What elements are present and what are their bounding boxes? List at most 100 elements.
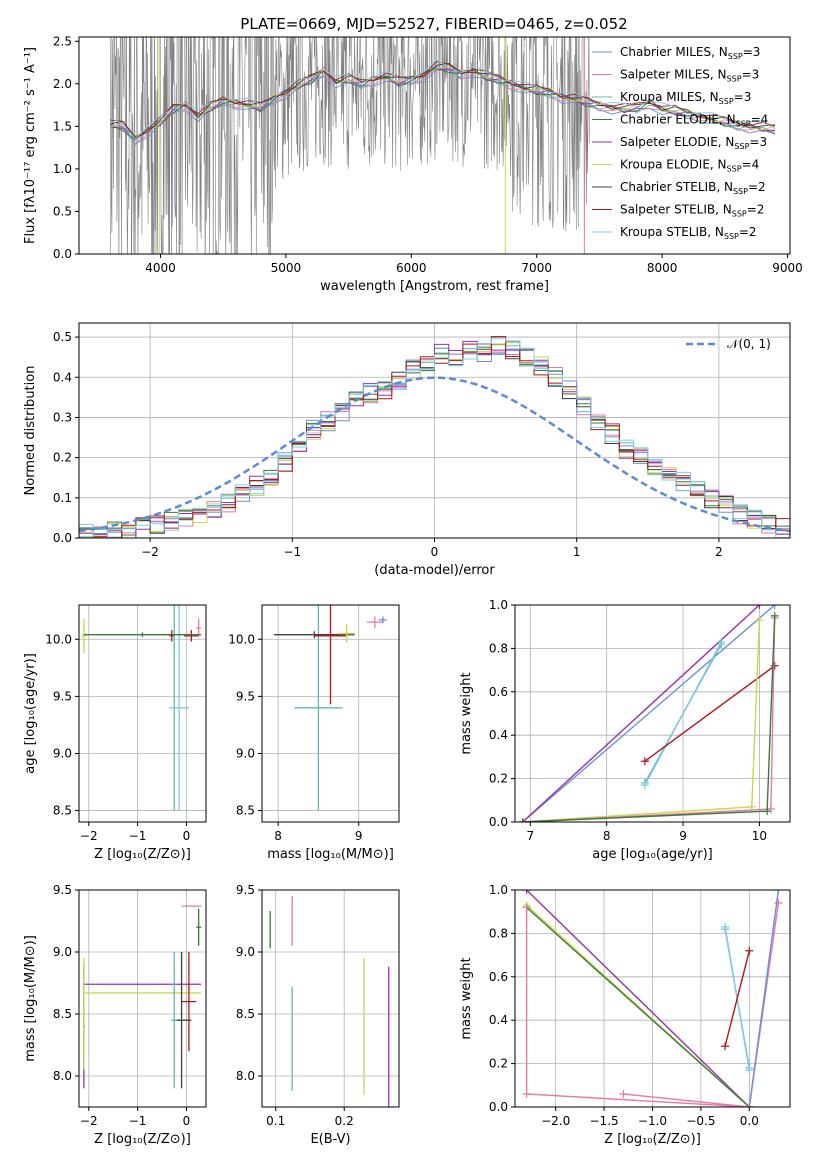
y-tick-label: 9.0 — [236, 746, 255, 760]
y-tick-label: 0.0 — [489, 815, 508, 829]
weight-marker — [770, 605, 779, 609]
y-tick-label: 8.0 — [236, 1069, 255, 1083]
x-tick-label: 1 — [573, 545, 581, 559]
y-tick-label: 0.6 — [489, 970, 508, 984]
plot-area — [274, 605, 387, 811]
y-tick-label: 9.5 — [53, 689, 72, 703]
x-tick-label: 9000 — [772, 261, 803, 275]
weight-marker — [522, 890, 531, 894]
legend-entry: Kroupa ELODIE, NSSP=4 — [620, 158, 759, 174]
x-tick-label: −1 — [129, 829, 147, 843]
y-tick-label: 1.0 — [53, 162, 72, 176]
x-tick-label: 8 — [603, 829, 611, 843]
hist-series-4 — [79, 340, 790, 538]
x-tick-label: −2 — [141, 545, 159, 559]
x-tick-label: 8 — [274, 829, 282, 843]
legend-entry: Chabrier STELIB, NSSP=2 — [620, 180, 766, 196]
y-tick-label: 0.4 — [53, 370, 72, 384]
x-tick-label: 8000 — [647, 261, 678, 275]
weight-line — [724, 950, 750, 1047]
x-tick-label: −1.5 — [590, 1114, 619, 1128]
x-tick-label: −2 — [80, 1114, 98, 1128]
x-tick-label: −1 — [129, 1114, 147, 1128]
y-tick-label: 0.5 — [53, 330, 72, 344]
axes-frame — [514, 604, 791, 823]
y-tick-label: 0.1 — [53, 491, 72, 505]
y-tick-label: 0.2 — [489, 1057, 508, 1071]
x-tick-label: 2 — [715, 545, 723, 559]
y-axis-label: Flux [fλ10⁻¹⁷ erg cm⁻² s⁻¹ A⁻¹] — [23, 47, 38, 244]
panel-mass-vs-EBV: 0.1 0.2 8.0 8.5 9.0 9.5 E(B-V) — [236, 883, 400, 1147]
weight-line — [525, 902, 780, 1107]
x-axis-label: wavelength [Angstrom, rest frame] — [320, 279, 549, 294]
weight-marker — [770, 611, 779, 620]
panel-weight-vs-Z: −2.0 −1.5 −1.0 −0.5 0.0 0.0 0.2 0.4 0.6 0.8 1.0 Z [… — [459, 883, 791, 1147]
y-tick-label: 8.0 — [53, 1069, 72, 1083]
axes-frame — [78, 604, 207, 823]
y-tick-label: 8.5 — [236, 1007, 255, 1021]
plot-area — [518, 605, 779, 822]
gaussian-curve — [79, 376, 790, 533]
x-tick-label: 9 — [679, 829, 687, 843]
legend-entry: Chabrier ELODIE, NSSP=4 — [620, 113, 768, 129]
axes-frame — [261, 604, 400, 823]
y-tick-label: 9.5 — [53, 883, 72, 897]
legend-entry: Salpeter MILES, NSSP=3 — [620, 68, 759, 84]
plot-area — [522, 890, 783, 1107]
x-axis-label: (data-model)/error — [374, 563, 495, 578]
legend-entry: 𝒩(0, 1) — [727, 337, 771, 351]
weight-marker — [717, 637, 726, 646]
y-axis-label: mass weight — [459, 672, 474, 754]
weight-line — [748, 890, 780, 1107]
axes-frame — [78, 36, 791, 255]
y-tick-label: 0.4 — [489, 728, 508, 742]
y-tick-label: 0.6 — [489, 685, 508, 699]
x-tick-label: 4000 — [145, 261, 176, 275]
plot-area — [110, 37, 776, 254]
y-axis-label: mass weight — [459, 957, 474, 1039]
legend: Chabrier MILES, NSSP=3 Salpeter MILES, NS… — [592, 45, 768, 241]
figure-title: PLATE=0669, MJD=52527, FIBERID=0465, z=0… — [240, 15, 627, 33]
y-axis-label: mass [log₁₀(M/M⊙)] — [23, 935, 38, 1062]
plot-area — [79, 336, 790, 538]
legend-entry: Salpeter STELIB, NSSP=2 — [620, 203, 764, 219]
x-axis-label: age [log₁₀(age/yr)] — [592, 847, 713, 862]
y-tick-label: 0.8 — [489, 926, 508, 940]
y-tick-label: 9.0 — [53, 945, 72, 959]
weight-marker — [763, 807, 772, 816]
x-axis-label: Z [log₁₀(Z/Z⊙)] — [94, 847, 191, 862]
x-tick-label: 0.0 — [740, 1114, 759, 1128]
x-tick-label: 0 — [183, 829, 191, 843]
weight-marker — [770, 661, 779, 670]
x-tick-label: 7 — [526, 829, 534, 843]
panel-residuals: 𝒩(0, 1) −2 −1 0 1 2 0.0 0.1 0.2 0.3 0.4 0.5 (data-mo… — [23, 322, 791, 578]
weight-line — [522, 615, 776, 822]
data-spectrum — [110, 37, 590, 254]
hist-series-8 — [79, 337, 790, 538]
weight-marker — [745, 946, 754, 955]
panel-weight-vs-age: 7 8 9 10 0.0 0.2 0.4 0.6 0.8 1.0 age [log₁₀(age/yr… — [459, 598, 791, 862]
x-tick-label: 10 — [752, 829, 767, 843]
legend-entry: Chabrier MILES, NSSP=3 — [620, 45, 760, 61]
x-tick-label: 5000 — [271, 261, 302, 275]
weight-line — [644, 665, 776, 762]
y-tick-label: 2.5 — [53, 34, 72, 48]
y-tick-label: 0.2 — [53, 451, 72, 465]
legend-entry: Kroupa STELIB, NSSP=2 — [620, 225, 757, 241]
x-tick-label: 0.2 — [335, 1114, 354, 1128]
weight-marker — [774, 890, 783, 894]
y-tick-label: 1.0 — [489, 598, 508, 612]
y-tick-label: 8.5 — [53, 1007, 72, 1021]
y-tick-label: 0.2 — [489, 772, 508, 786]
panel-age-vs-Z: −2 −1 0 8.5 9.0 9.5 10.0 Z [log₁₀(Z/Z⊙)] age [lo… — [23, 604, 207, 862]
x-tick-label: −1 — [283, 545, 301, 559]
legend-entry: Kroupa MILES, NSSP=3 — [620, 90, 751, 106]
weight-marker — [745, 1066, 754, 1075]
y-axis-label: age [log₁₀(age/yr)] — [23, 653, 38, 774]
model-series-6 — [110, 62, 776, 138]
y-tick-label: 1.5 — [53, 119, 72, 133]
x-tick-label: −2 — [80, 829, 98, 843]
model-series-7 — [110, 61, 776, 141]
plot-area — [81, 605, 202, 811]
y-tick-label: 10.0 — [45, 632, 72, 646]
